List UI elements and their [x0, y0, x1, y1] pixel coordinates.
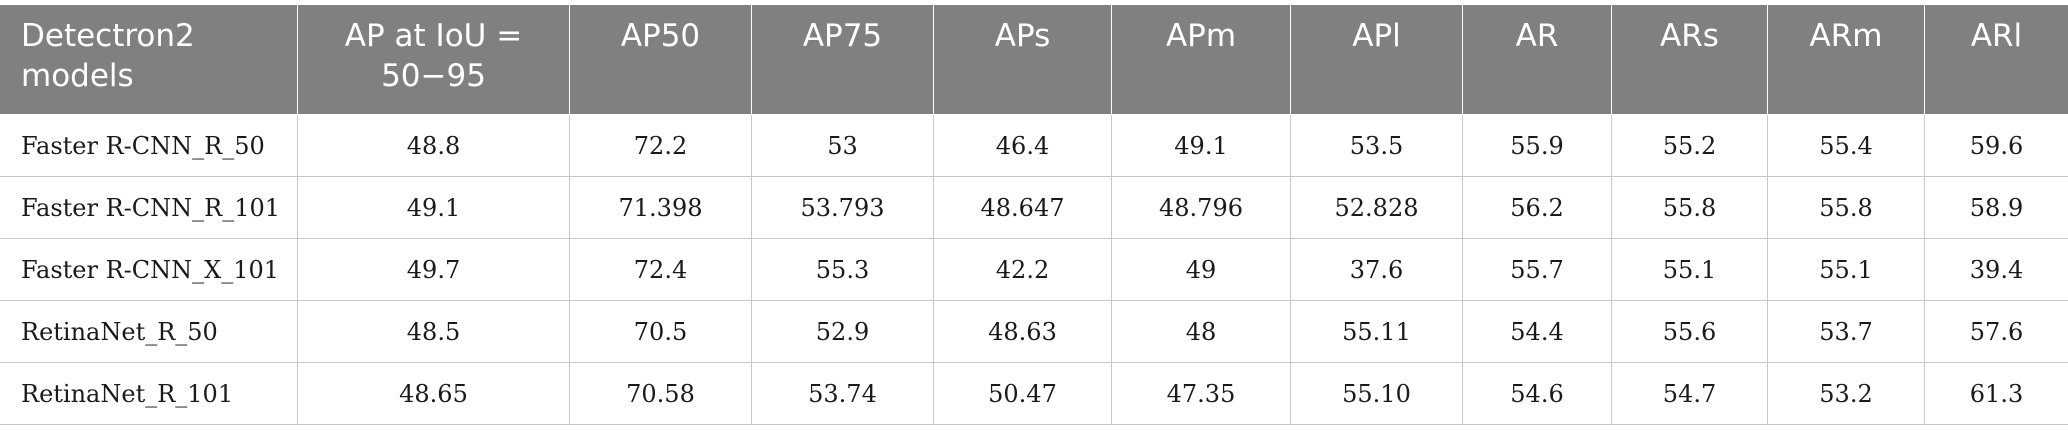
- results-table: Detectron2 models AP at IoU = 50−95 AP50…: [0, 5, 2068, 425]
- table-cell: 55.8: [1611, 176, 1768, 239]
- table-cell: 39.4: [1924, 238, 2068, 301]
- table-cell: 53.5: [1290, 114, 1463, 177]
- header-cell: ARs: [1611, 5, 1768, 115]
- header-cell: APs: [933, 5, 1112, 115]
- table-cell: 55.10: [1290, 362, 1463, 425]
- table-cell: 70.58: [569, 362, 752, 425]
- table-row: RetinaNet_R_101 48.65 70.58 53.74 50.47 …: [0, 362, 2068, 425]
- table-cell: 55.9: [1462, 114, 1612, 177]
- header-cell: AP50: [569, 5, 752, 115]
- table-cell: 61.3: [1924, 362, 2068, 425]
- table-cell: 49.1: [297, 176, 570, 239]
- model-name-cell: Faster R-CNN_R_101: [0, 176, 298, 239]
- table-row: Faster R-CNN_R_101 49.1 71.398 53.793 48…: [0, 176, 2068, 239]
- table-cell: 49: [1111, 238, 1291, 301]
- table-cell: 48.5: [297, 300, 570, 363]
- table-cell: 48.647: [933, 176, 1112, 239]
- table-cell: 59.6: [1924, 114, 2068, 177]
- table-cell: 50.47: [933, 362, 1112, 425]
- table-cell: 55.4: [1767, 114, 1925, 177]
- table-cell: 52.828: [1290, 176, 1463, 239]
- table-cell: 55.1: [1767, 238, 1925, 301]
- table-cell: 53.2: [1767, 362, 1925, 425]
- table-cell: 49.1: [1111, 114, 1291, 177]
- table-cell: 55.3: [751, 238, 934, 301]
- table-cell: 48.8: [297, 114, 570, 177]
- table-cell: 53.7: [1767, 300, 1925, 363]
- table-cell: 55.7: [1462, 238, 1612, 301]
- header-row: Detectron2 models AP at IoU = 50−95 AP50…: [0, 5, 2068, 115]
- header-cell: AP75: [751, 5, 934, 115]
- table-cell: 55.6: [1611, 300, 1768, 363]
- model-name-cell: RetinaNet_R_50: [0, 300, 298, 363]
- table-cell: 54.4: [1462, 300, 1612, 363]
- header-cell: Detectron2 models: [0, 5, 298, 115]
- model-name-cell: Faster R-CNN_R_50: [0, 114, 298, 177]
- table-cell: 70.5: [569, 300, 752, 363]
- table-cell: 49.7: [297, 238, 570, 301]
- header-cell: AP at IoU = 50−95: [297, 5, 570, 115]
- table-cell: 53: [751, 114, 934, 177]
- table-cell: 56.2: [1462, 176, 1612, 239]
- header-cell: AR: [1462, 5, 1612, 115]
- table-cell: 53.793: [751, 176, 934, 239]
- table-cell: 47.35: [1111, 362, 1291, 425]
- table-cell: 54.7: [1611, 362, 1768, 425]
- table-cell: 53.74: [751, 362, 934, 425]
- table-cell: 48.63: [933, 300, 1112, 363]
- table-cell: 37.6: [1290, 238, 1463, 301]
- header-cell: APl: [1290, 5, 1463, 115]
- table-row: Faster R-CNN_X_101 49.7 72.4 55.3 42.2 4…: [0, 238, 2068, 301]
- model-name-cell: RetinaNet_R_101: [0, 362, 298, 425]
- table-cell: 54.6: [1462, 362, 1612, 425]
- table-cell: 55.1: [1611, 238, 1768, 301]
- table-row: Faster R-CNN_R_50 48.8 72.2 53 46.4 49.1…: [0, 114, 2068, 177]
- table-cell: 48.796: [1111, 176, 1291, 239]
- table-cell: 55.2: [1611, 114, 1768, 177]
- table-cell: 42.2: [933, 238, 1112, 301]
- model-name-cell: Faster R-CNN_X_101: [0, 238, 298, 301]
- table-cell: 72.4: [569, 238, 752, 301]
- table-cell: 46.4: [933, 114, 1112, 177]
- table-cell: 55.11: [1290, 300, 1463, 363]
- table-row: RetinaNet_R_50 48.5 70.5 52.9 48.63 48 5…: [0, 300, 2068, 363]
- table-cell: 55.8: [1767, 176, 1925, 239]
- header-cell: APm: [1111, 5, 1291, 115]
- header-cell: ARl: [1924, 5, 2068, 115]
- table-cell: 58.9: [1924, 176, 2068, 239]
- table-cell: 71.398: [569, 176, 752, 239]
- table-cell: 57.6: [1924, 300, 2068, 363]
- table-cell: 48.65: [297, 362, 570, 425]
- table-cell: 72.2: [569, 114, 752, 177]
- table-cell: 48: [1111, 300, 1291, 363]
- header-cell: ARm: [1767, 5, 1925, 115]
- table-cell: 52.9: [751, 300, 934, 363]
